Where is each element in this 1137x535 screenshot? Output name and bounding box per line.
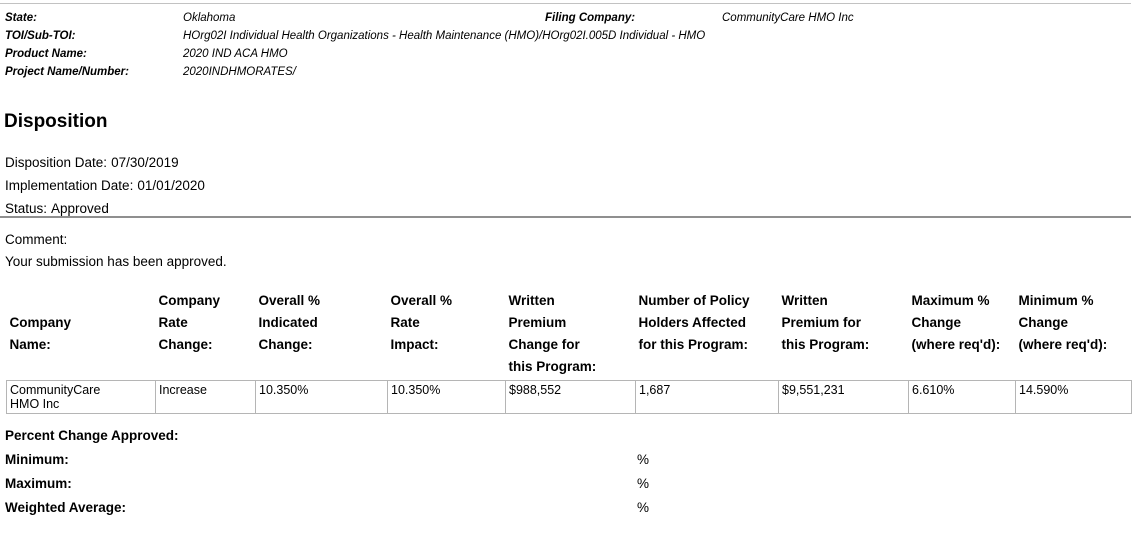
project-name-label: Project Name/Number: — [5, 66, 129, 78]
cell-company-rate-change: Increase — [155, 380, 256, 414]
disposition-date-label: Disposition Date: — [5, 155, 108, 170]
approved-weighted-average-label: Weighted Average: — [5, 500, 127, 515]
approved-minimum-unit: % — [637, 452, 650, 467]
col-header-maximum-change: Maximum % Change (where req'd): — [911, 293, 1001, 352]
cell-written-premium-change: $988,552 — [505, 380, 636, 414]
meta-row-state: State: Oklahoma Filing Company: Communit… — [5, 9, 1131, 27]
cell-written-premium: $9,551,231 — [778, 380, 909, 414]
rate-change-table: Company Name: Company Rate Change: Overall … — [6, 290, 1132, 414]
col-header-written-premium: Written Premium for this Program: — [781, 293, 870, 352]
filing-company-value: CommunityCare HMO Inc — [722, 12, 854, 24]
approved-weighted-average-row: Weighted Average: % — [5, 496, 1131, 520]
approved-minimum-row: Minimum: % — [5, 448, 1131, 472]
table-header-row: Company Name: Company Rate Change: Overall … — [7, 290, 1132, 381]
top-divider-line — [0, 3, 1131, 4]
col-header-minimum-change: Minimum % Change (where req'd): — [1018, 293, 1108, 352]
cell-company-name: CommunityCare HMO Inc — [6, 380, 156, 414]
approved-minimum-label: Minimum: — [5, 452, 69, 467]
toi-label: TOI/Sub-TOI: — [5, 30, 76, 42]
col-header-company-rate-change: Company Rate Change: — [158, 293, 221, 352]
product-name-value: 2020 IND ACA HMO — [183, 48, 288, 60]
filing-meta-header: State: Oklahoma Filing Company: Communit… — [5, 9, 1131, 81]
percent-change-approved-title: Percent Change Approved: — [5, 428, 179, 443]
state-label: State: — [5, 12, 37, 24]
approved-maximum-row: Maximum: % — [5, 472, 1131, 496]
product-name-label: Product Name: — [5, 48, 87, 60]
status-divider-line — [0, 216, 1131, 218]
approved-weighted-average-unit: % — [637, 500, 650, 515]
cell-overall-indicated-change: 10.350% — [255, 380, 388, 414]
status-label: Status: — [5, 201, 48, 216]
implementation-date-label: Implementation Date: — [5, 178, 134, 193]
disposition-date-value: 07/30/2019 — [111, 155, 179, 170]
cell-minimum-change: 14.590% — [1015, 380, 1132, 414]
cell-overall-rate-impact: 10.350% — [387, 380, 506, 414]
percent-change-approved-title-row: Percent Change Approved: — [5, 424, 1131, 448]
project-name-value: 2020INDHMORATES/ — [183, 66, 296, 78]
implementation-date-value: 01/01/2020 — [137, 178, 205, 193]
disposition-date-row: Disposition Date: 07/30/2019 — [5, 151, 205, 174]
approved-maximum-unit: % — [637, 476, 650, 491]
percent-change-approved-section: Percent Change Approved: Minimum: % Maxi… — [5, 424, 1131, 520]
col-header-policy-holders-affected: Number of Policy Holders Affected for this… — [638, 293, 750, 352]
status-value: Approved — [51, 201, 109, 216]
status-row: Status: Approved — [5, 197, 205, 220]
meta-row-project: Project Name/Number: 2020INDHMORATES/ — [5, 63, 1131, 81]
approved-maximum-label: Maximum: — [5, 476, 72, 491]
page-title: Disposition — [4, 111, 108, 132]
cell-policy-holders-affected: 1,687 — [635, 380, 779, 414]
col-header-overall-indicated-change: Overall % Indicated Change: — [258, 293, 321, 352]
comment-section: Comment: Your submission has been approv… — [5, 229, 227, 272]
comment-label: Comment: — [5, 232, 68, 247]
cell-maximum-change: 6.610% — [908, 380, 1016, 414]
state-value: Oklahoma — [183, 12, 236, 24]
meta-row-product: Product Name: 2020 IND ACA HMO — [5, 45, 1131, 63]
col-header-overall-rate-impact: Overall % Rate Impact: — [390, 293, 453, 352]
col-header-written-premium-change: Written Premium Change for this Program: — [508, 293, 597, 374]
table-row: CommunityCare HMO Inc Increase 10.350% 10… — [6, 380, 1132, 414]
disposition-info: Disposition Date: 07/30/2019 Implementati… — [5, 151, 205, 220]
toi-value: HOrg02I Individual Health Organizations … — [183, 30, 706, 42]
col-header-company-name: Company Name: — [9, 315, 72, 352]
meta-row-toi: TOI/Sub-TOI: HOrg02I Individual Health O… — [5, 27, 1131, 45]
comment-text: Your submission has been approved. — [5, 253, 227, 269]
implementation-date-row: Implementation Date: 01/01/2020 — [5, 174, 205, 197]
filing-company-label: Filing Company: — [545, 12, 636, 24]
